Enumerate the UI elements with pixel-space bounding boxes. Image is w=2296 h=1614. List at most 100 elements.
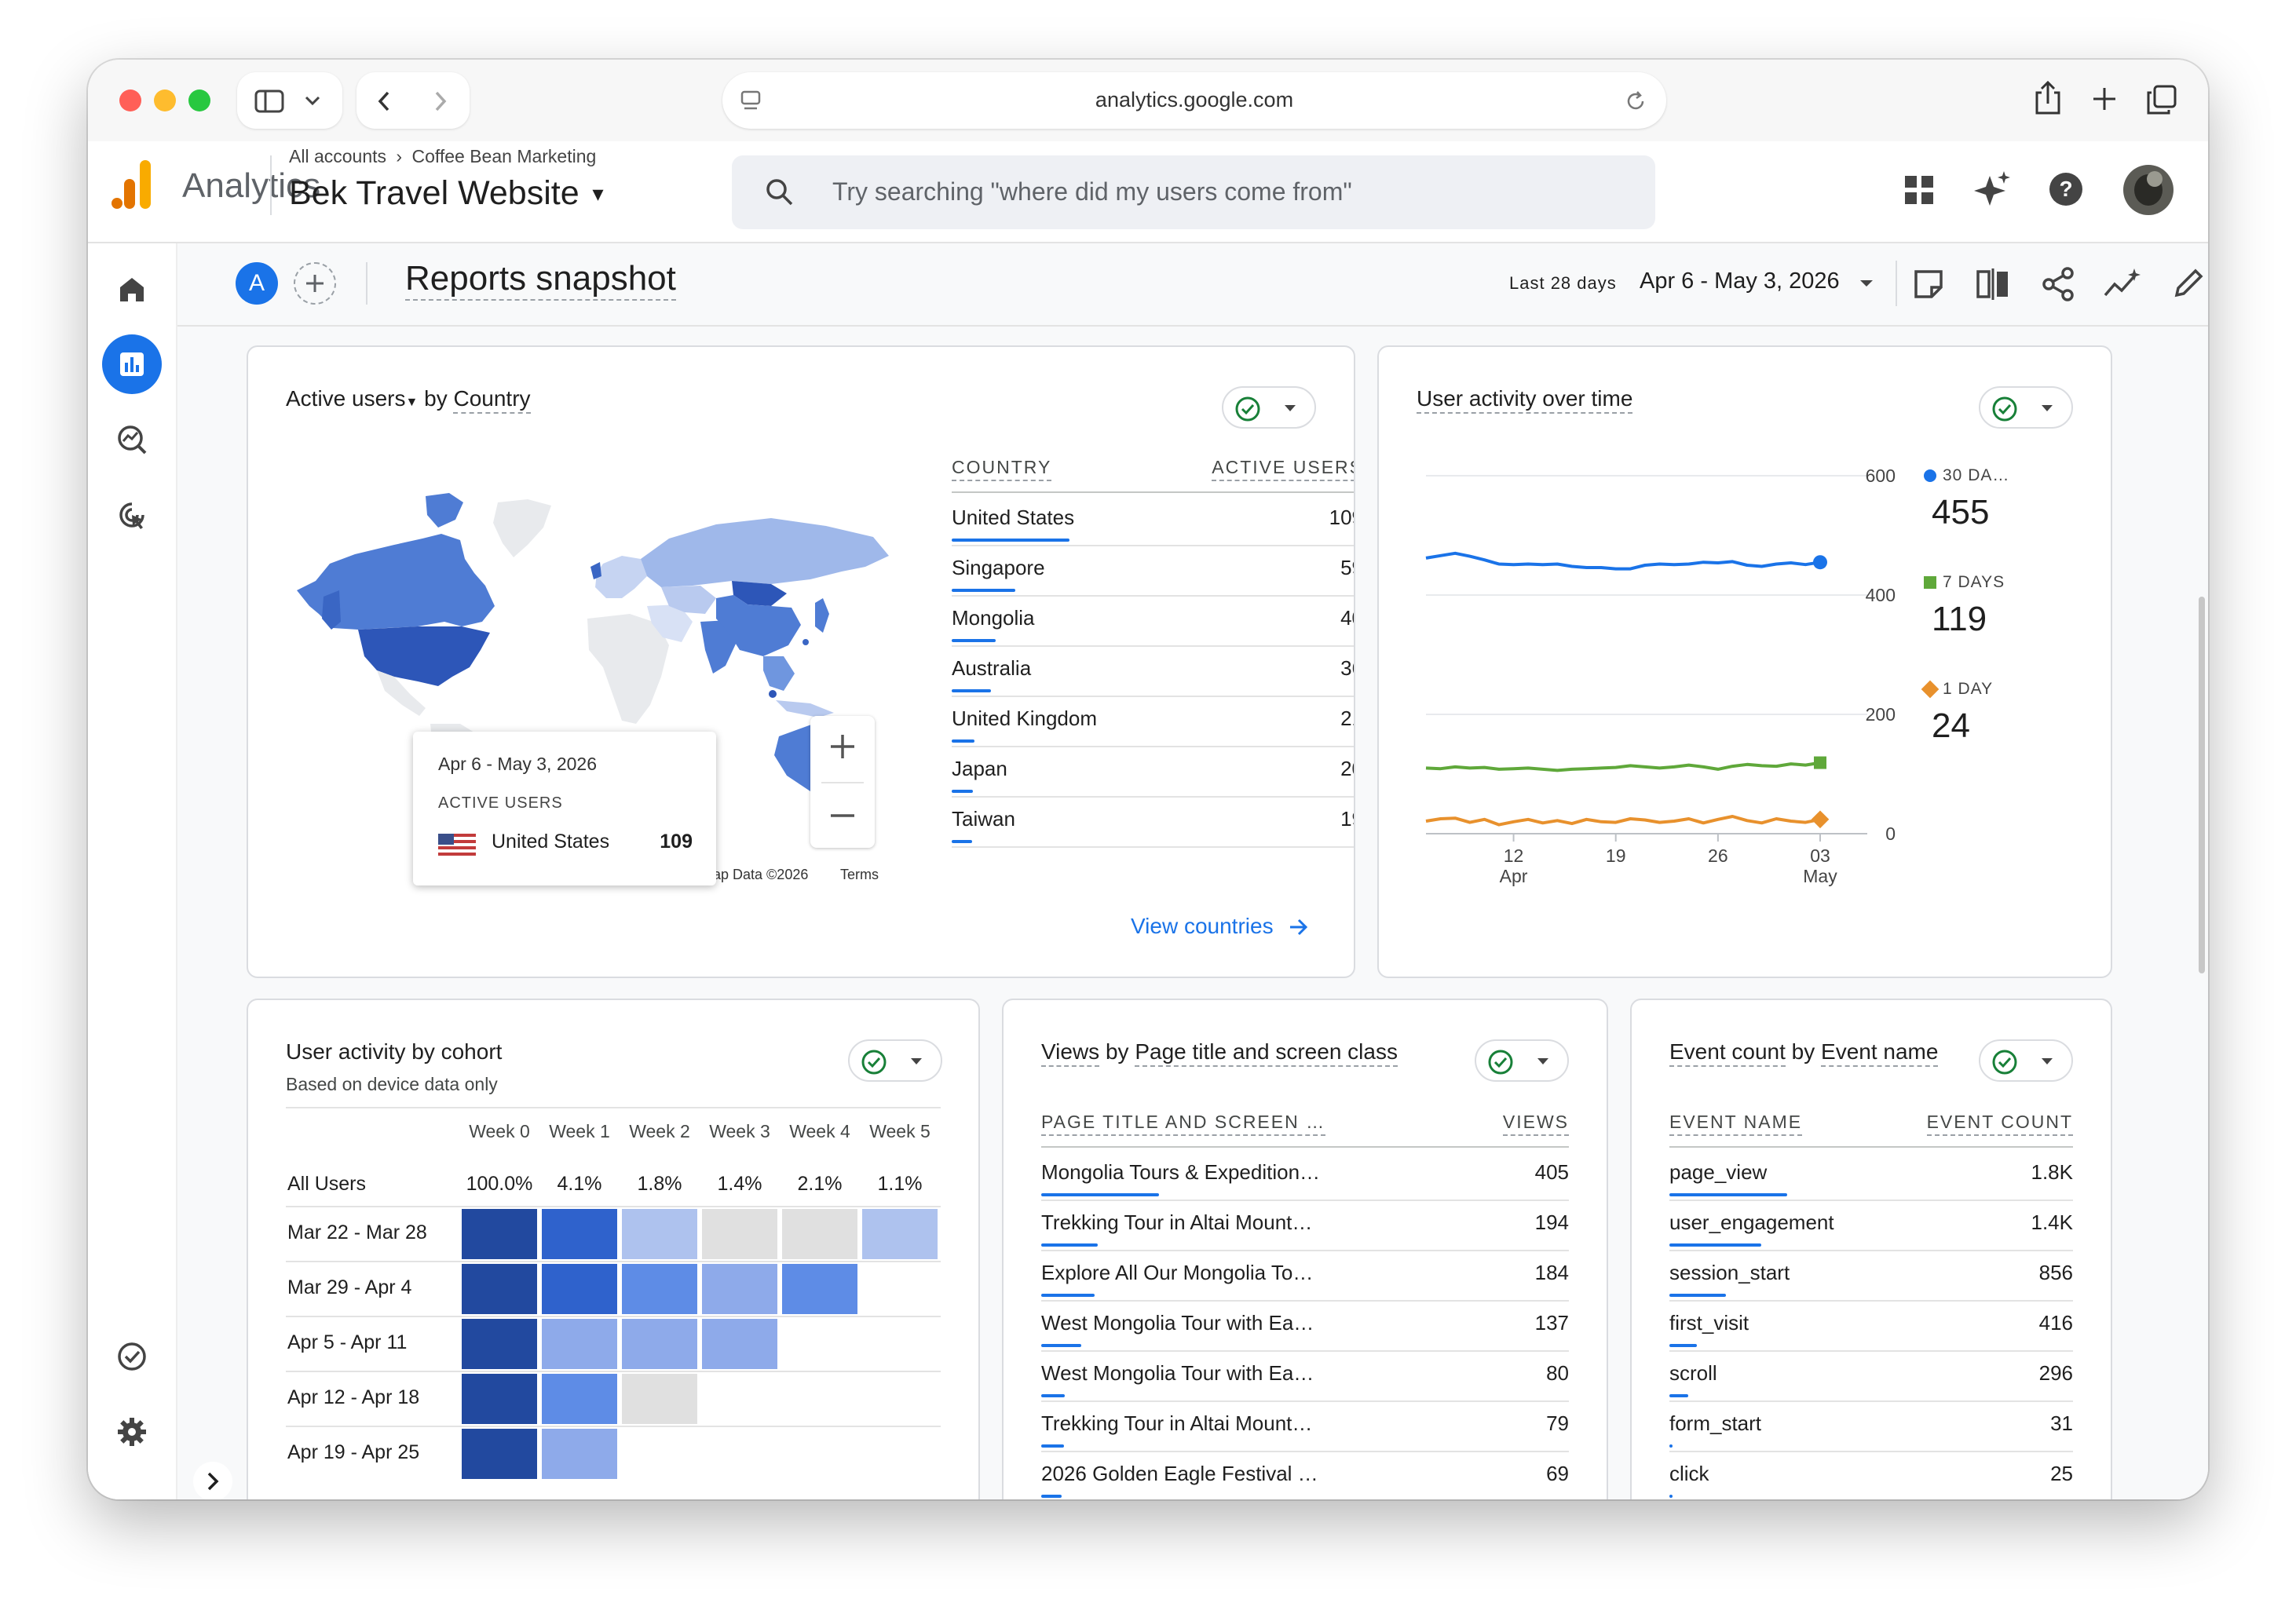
insights-trend-icon[interactable] <box>2103 267 2142 301</box>
table-row[interactable]: 2026 Golden Eagle Festival … 69 <box>1041 1452 1569 1499</box>
avatar[interactable] <box>2123 165 2174 215</box>
date-range-value[interactable]: Apr 6 - May 3, 2026 <box>1640 268 1840 294</box>
cohort-cell[interactable] <box>782 1209 857 1259</box>
cohort-cell[interactable] <box>542 1374 617 1424</box>
table-row[interactable]: Trekking Tour in Altai Mount… 79 <box>1041 1402 1569 1452</box>
nav-home-button[interactable] <box>102 259 162 319</box>
world-map[interactable] <box>292 488 897 802</box>
table-row[interactable]: United Kingdom 21 <box>952 697 1354 747</box>
cohort-cell[interactable] <box>542 1319 617 1369</box>
metric-caret-icon[interactable]: ▼ <box>405 396 419 409</box>
cohort-cell[interactable] <box>462 1374 537 1424</box>
col-active-users[interactable]: ACTIVE USERS <box>1212 457 1354 481</box>
vertical-scrollbar[interactable] <box>2199 597 2205 973</box>
add-comparison-button[interactable] <box>294 262 336 305</box>
col-event-count[interactable]: EVENT COUNT <box>1926 1112 2073 1136</box>
table-row[interactable]: Mongolia 40 <box>952 597 1354 647</box>
close-window-button[interactable] <box>119 89 141 111</box>
table-row[interactable]: Taiwan 19 <box>952 798 1354 848</box>
help-icon[interactable]: ? <box>2048 171 2084 207</box>
cohort-cell[interactable] <box>622 1374 697 1424</box>
cohort-cell[interactable] <box>462 1264 537 1314</box>
table-row[interactable]: Explore All Our Mongolia To… 184 <box>1041 1251 1569 1302</box>
cohort-cell[interactable] <box>702 1209 777 1259</box>
view-countries-link[interactable]: View countries <box>1131 914 1309 939</box>
table-row[interactable]: scroll 296 <box>1669 1352 2073 1402</box>
table-row[interactable]: Singapore 59 <box>952 546 1354 597</box>
cohort-cell[interactable] <box>462 1319 537 1369</box>
cohort-cell[interactable] <box>542 1264 617 1314</box>
table-row[interactable]: Australia 36 <box>952 647 1354 697</box>
cohort-cell[interactable] <box>862 1209 938 1259</box>
metric-selector[interactable]: Views <box>1041 1039 1100 1067</box>
back-icon[interactable] <box>374 89 396 113</box>
reload-icon[interactable] <box>1624 89 1647 113</box>
analytics-logo[interactable] <box>110 159 152 210</box>
date-caret-down-icon[interactable] <box>1858 278 1875 289</box>
nav-advertising-button[interactable] <box>102 485 162 545</box>
map-terms-link[interactable]: Terms <box>840 867 879 882</box>
breadcrumb-all-accounts[interactable]: All accounts <box>289 146 387 166</box>
cohort-cell[interactable] <box>622 1319 697 1369</box>
cohort-cell[interactable] <box>622 1264 697 1314</box>
cohort-cell[interactable] <box>542 1429 617 1479</box>
table-row[interactable]: user_engagement 1.4K <box>1669 1201 2073 1251</box>
card-country-compare-button[interactable] <box>1222 386 1316 429</box>
col-country[interactable]: COUNTRY <box>952 457 1052 481</box>
card-events-compare-button[interactable] <box>1979 1039 2073 1082</box>
card-views-compare-button[interactable] <box>1475 1039 1569 1082</box>
table-row[interactable]: West Mongolia Tour with Ea… 137 <box>1041 1302 1569 1352</box>
dimension-selector[interactable]: Event name <box>1821 1039 1939 1067</box>
breadcrumb-account[interactable]: Coffee Bean Marketing <box>411 146 597 166</box>
table-row[interactable]: Trekking Tour in Altai Mount… 194 <box>1041 1201 1569 1251</box>
table-row[interactable]: Japan 20 <box>952 747 1354 798</box>
metric-selector[interactable]: Event count <box>1669 1039 1786 1067</box>
nav-admin-settings-button[interactable] <box>102 1402 162 1462</box>
nav-reports-button[interactable] <box>102 334 162 394</box>
table-row[interactable]: Mongolia Tours & Expedition… 405 <box>1041 1151 1569 1201</box>
tab-overview-icon[interactable] <box>2145 83 2178 116</box>
share-icon[interactable] <box>2042 267 2075 301</box>
zoom-out-icon[interactable] <box>829 802 856 829</box>
col-views[interactable]: VIEWS <box>1502 1112 1569 1136</box>
zoom-window-button[interactable] <box>188 89 210 111</box>
cohort-cell[interactable] <box>462 1209 537 1259</box>
compare-columns-icon[interactable] <box>1976 268 2010 300</box>
metric-selector[interactable]: Active users <box>286 386 406 411</box>
table-row[interactable]: United States 109 <box>952 496 1354 546</box>
col-page-title[interactable]: PAGE TITLE AND SCREEN … <box>1041 1112 1326 1136</box>
address-bar[interactable]: analytics.google.com <box>722 72 1666 129</box>
new-tab-icon[interactable] <box>2090 85 2119 113</box>
share-page-icon[interactable] <box>2032 80 2064 118</box>
forward-icon[interactable] <box>429 89 451 113</box>
card-cohort-compare-button[interactable] <box>848 1039 942 1082</box>
search-bar[interactable]: Try searching "where did my users come f… <box>732 155 1655 229</box>
comparison-segment-a[interactable]: A <box>236 262 278 305</box>
zoom-in-icon[interactable] <box>829 733 856 760</box>
dimension-selector[interactable]: Country <box>453 386 531 414</box>
table-row[interactable]: session_start 856 <box>1669 1251 2073 1302</box>
nav-admin-check-button[interactable] <box>102 1327 162 1386</box>
cohort-cell[interactable] <box>702 1319 777 1369</box>
page-settings-icon[interactable] <box>740 89 762 113</box>
property-selector[interactable]: Bek Travel Website ▼ <box>289 174 607 213</box>
expand-nav-button[interactable] <box>193 1462 232 1499</box>
col-event-name[interactable]: EVENT NAME <box>1669 1112 1803 1136</box>
nav-explore-button[interactable] <box>102 410 162 469</box>
minimize-window-button[interactable] <box>154 89 176 111</box>
edit-pencil-icon[interactable] <box>2172 267 2205 300</box>
table-row[interactable]: page_view 1.8K <box>1669 1151 2073 1201</box>
cohort-cell[interactable] <box>622 1209 697 1259</box>
table-row[interactable]: West Mongolia Tour with Ea… 80 <box>1041 1352 1569 1402</box>
card-activity-compare-button[interactable] <box>1979 386 2073 429</box>
cohort-cell[interactable] <box>542 1209 617 1259</box>
sidebar-toggle-button[interactable] <box>237 72 342 129</box>
cohort-cell[interactable] <box>702 1264 777 1314</box>
apps-grid-icon[interactable] <box>1903 174 1935 206</box>
cohort-cell[interactable] <box>782 1264 857 1314</box>
dimension-selector[interactable]: Page title and screen class <box>1135 1039 1398 1067</box>
table-row[interactable]: click 25 <box>1669 1452 2073 1499</box>
insights-note-icon[interactable] <box>1913 268 1944 300</box>
sparkle-icon[interactable] <box>1972 170 2013 210</box>
